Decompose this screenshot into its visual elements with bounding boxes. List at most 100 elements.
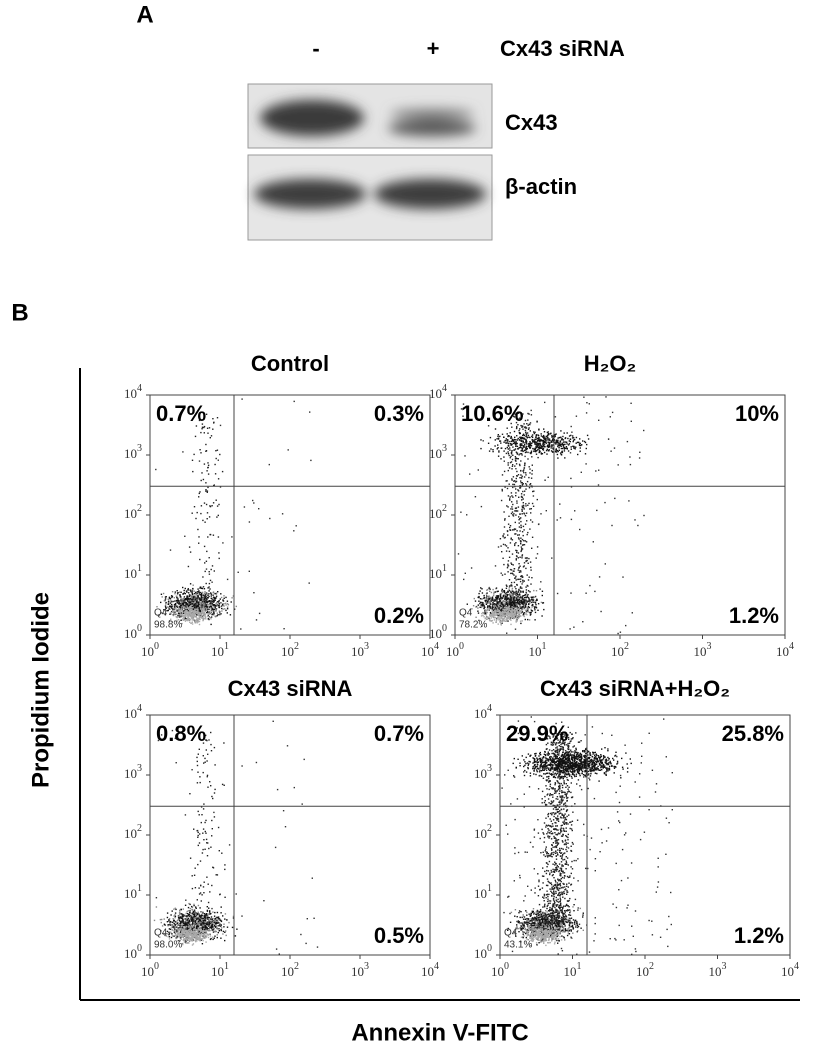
event-dot: [522, 613, 525, 615]
event-dot: [513, 480, 515, 482]
event-dot: [194, 911, 196, 913]
event-dot: [490, 606, 492, 608]
event-dot: [201, 602, 203, 604]
event-dot: [524, 419, 527, 422]
event-dot: [205, 592, 208, 594]
event-dot: [179, 934, 181, 937]
event-dot: [202, 912, 204, 914]
event-dot: [502, 534, 504, 537]
event-dot: [509, 595, 512, 597]
event-dot: [514, 543, 516, 545]
event-dot: [512, 440, 515, 442]
event-dot: [545, 449, 548, 452]
event-dot: [527, 611, 530, 613]
event-dot: [505, 610, 507, 612]
event-dot: [206, 909, 209, 912]
event-dot: [517, 437, 519, 440]
event-dot: [531, 469, 533, 472]
event-dot: [567, 437, 569, 440]
event-dot: [193, 909, 196, 911]
event-dot: [217, 931, 219, 934]
event-dot: [510, 562, 512, 564]
event-dot: [183, 607, 185, 609]
event-dot: [183, 930, 185, 933]
event-dot: [494, 565, 497, 567]
event-dot: [214, 935, 216, 937]
event-dot: [534, 447, 537, 450]
event-dot: [552, 451, 554, 453]
event-dot: [191, 617, 193, 619]
event-dot: [504, 597, 507, 600]
event-dot: [168, 931, 170, 933]
event-dot: [497, 607, 499, 609]
event-dot: [178, 917, 180, 919]
event-dot: [216, 604, 218, 606]
event-dot: [492, 611, 494, 613]
event-dot: [513, 483, 516, 486]
event-dot: [211, 921, 213, 923]
event-dot: [493, 591, 495, 594]
event-dot: [201, 606, 203, 608]
event-dot: [177, 597, 179, 600]
event-dot: [196, 594, 198, 596]
event-dot: [191, 906, 194, 909]
event-dot: [158, 614, 160, 616]
event-dot: [505, 480, 507, 482]
event-dot: [526, 595, 528, 597]
event-dot: [489, 596, 491, 598]
event-dot: [240, 628, 242, 630]
event-dot: [507, 617, 509, 620]
event-dot: [488, 600, 490, 602]
event-dot: [507, 440, 509, 442]
event-dot: [493, 606, 496, 609]
quadrant-label: 0.7%: [156, 401, 206, 426]
event-dot: [203, 425, 206, 428]
event-dot: [201, 924, 203, 926]
event-dot: [232, 595, 235, 597]
gate-value: 98.8%: [154, 620, 182, 631]
event-dot: [183, 598, 185, 600]
event-dot: [643, 429, 645, 432]
event-dot: [197, 604, 200, 606]
event-dot: [521, 454, 523, 456]
event-dot: [501, 620, 504, 623]
event-dot: [604, 563, 606, 565]
event-dot: [585, 463, 587, 465]
event-dot: [519, 428, 521, 430]
event-dot: [521, 439, 523, 441]
event-dot: [577, 453, 579, 456]
event-dot: [504, 606, 507, 608]
event-dot: [514, 459, 517, 462]
event-dot: [210, 593, 212, 595]
event-dot: [162, 612, 164, 614]
event-dot: [507, 607, 509, 610]
event-dot: [527, 605, 530, 608]
event-dot: [515, 441, 517, 443]
event-dot: [187, 917, 190, 920]
event-dot: [191, 591, 193, 594]
tick-label: 100: [446, 641, 464, 659]
event-dot: [530, 477, 533, 479]
event-dot: [530, 409, 532, 412]
event-dot: [522, 434, 524, 437]
event-dot: [189, 619, 192, 621]
event-dot: [570, 518, 573, 521]
event-dot: [516, 457, 518, 460]
event-dot: [499, 538, 502, 540]
event-dot: [619, 631, 622, 633]
event-dot: [491, 615, 493, 618]
event-dot: [519, 487, 521, 489]
event-dot: [500, 545, 502, 547]
event-dot: [528, 599, 530, 601]
event-dot: [205, 560, 208, 562]
event-dot: [520, 610, 522, 613]
event-dot: [502, 595, 504, 598]
event-dot: [503, 533, 505, 535]
event-dot: [571, 437, 574, 439]
event-dot: [575, 446, 577, 448]
event-dot: [203, 918, 205, 920]
event-dot: [178, 913, 181, 915]
event-dot: [216, 516, 218, 518]
event-dot: [556, 519, 558, 521]
event-dot: [174, 926, 177, 928]
